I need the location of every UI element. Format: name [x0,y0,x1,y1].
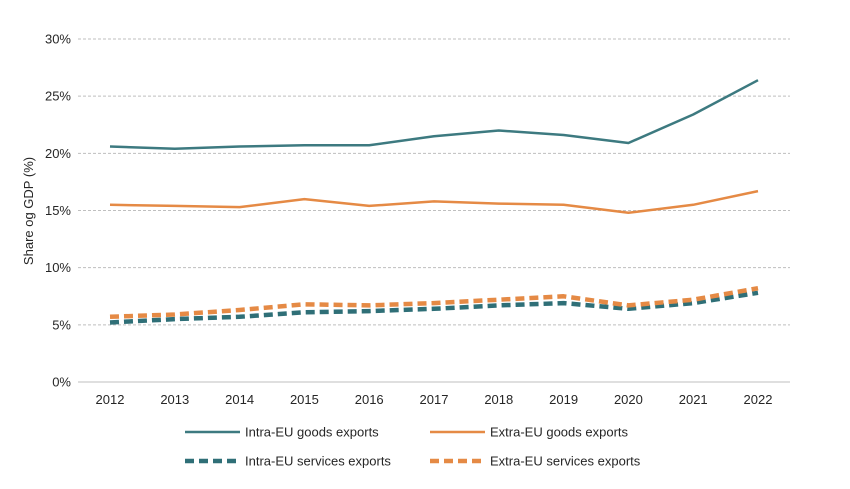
y-tick-label: 20% [45,146,71,161]
x-tick-label: 2017 [420,392,449,407]
y-tick-label: 10% [45,260,71,275]
legend-label: Intra-EU services exports [245,454,391,469]
y-tick-label: 0% [52,375,71,390]
x-tick-label: 2016 [355,392,384,407]
x-tick-label: 2021 [679,392,708,407]
y-axis-ticks: 0% 5% 10% 15% 20% 25% 30% [45,32,71,390]
x-tick-label: 2015 [290,392,319,407]
legend-label: Extra-EU goods exports [490,425,629,440]
series-line-4 [109,285,759,320]
x-tick-label: 2020 [614,392,643,407]
y-tick-label: 5% [52,317,71,332]
x-tick-label: 2022 [744,392,773,407]
series-line-1 [109,79,759,151]
y-tick-label: 30% [45,32,71,47]
y-tick-label: 25% [45,89,71,104]
series-line-2 [109,189,759,215]
gridlines [78,38,790,326]
x-tick-label: 2018 [484,392,513,407]
legend: Intra-EU goods exports Extra-EU goods exp… [185,425,641,469]
y-axis-title: Share og GDP (%) [21,157,36,265]
series-lines [109,79,759,325]
y-tick-label: 15% [45,203,71,218]
x-tick-label: 2012 [96,392,125,407]
x-tick-label: 2014 [225,392,254,407]
legend-label: Intra-EU goods exports [245,425,379,440]
x-axis-ticks: 2012 2013 2014 2015 2016 2017 2018 2019 2020 2021… [96,392,773,407]
x-tick-label: 2013 [160,392,189,407]
legend-label: Extra-EU services exports [490,454,641,469]
series-line-3 [109,290,759,325]
x-tick-label: 2019 [549,392,578,407]
